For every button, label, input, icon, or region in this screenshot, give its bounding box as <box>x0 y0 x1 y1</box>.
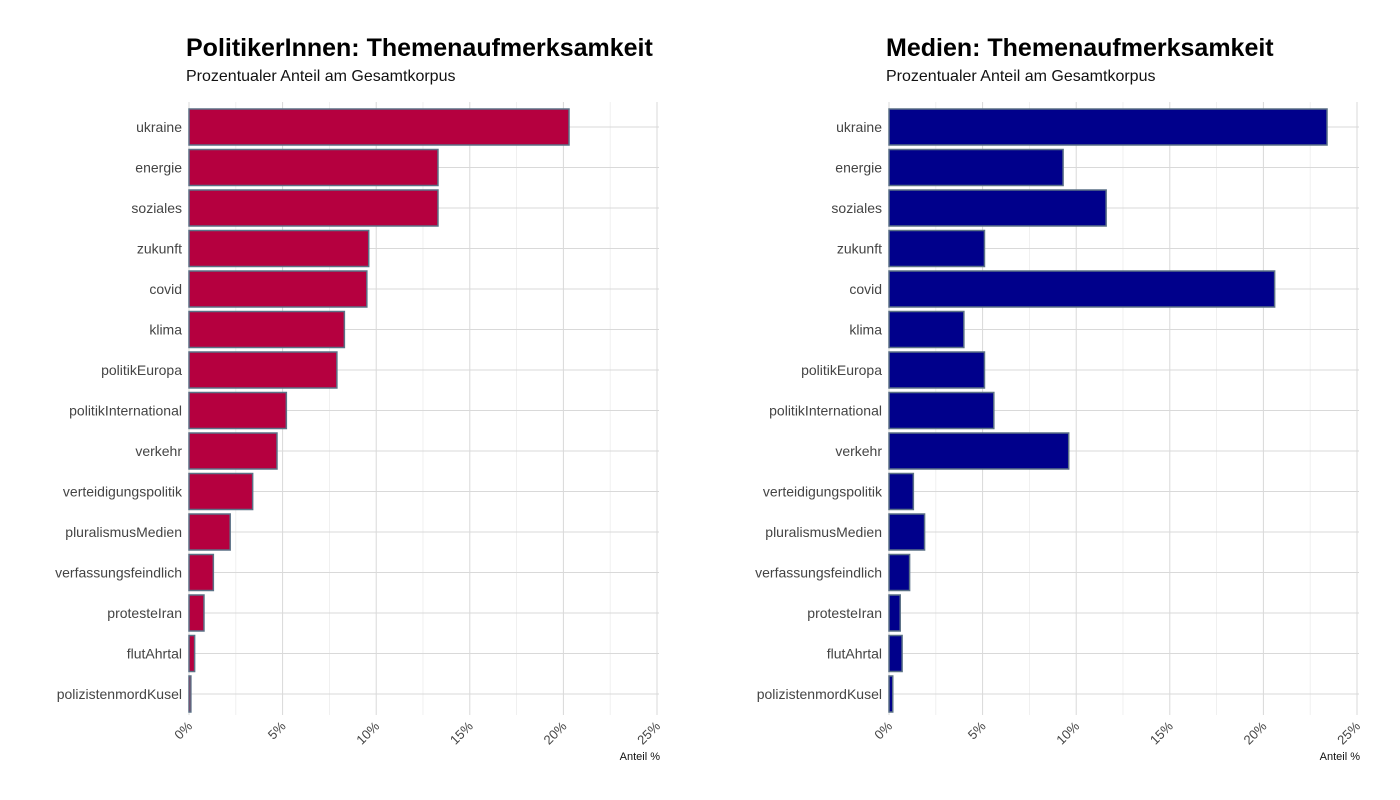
category-label: verteidigungspolitik <box>63 484 183 500</box>
bar-ukraine <box>888 108 1328 146</box>
bar-flutAhrtal <box>188 634 196 673</box>
bar-politikInternational <box>188 391 288 430</box>
bar-zukunft <box>888 229 986 268</box>
bar-soziales <box>888 189 1107 227</box>
bar-polizistenmordKusel <box>188 675 192 713</box>
bar-verkehr <box>888 432 1070 470</box>
chart-subtitle: Prozentualer Anteil am Gesamtkorpus <box>186 68 456 85</box>
chart-medien: Medien: Themenaufmerksamkeit Prozentuale… <box>700 0 1400 800</box>
bar-protesteIran <box>888 594 901 632</box>
bar-energie <box>888 148 1064 187</box>
x-tick-label: 5% <box>265 718 289 742</box>
category-label: soziales <box>131 200 182 216</box>
x-axis-label: Anteil % <box>1320 751 1361 763</box>
category-label: polizistenmordKusel <box>757 686 882 702</box>
x-tick-label: 10% <box>353 718 382 747</box>
x-tick-label: 15% <box>447 718 476 747</box>
category-label: polizistenmordKusel <box>57 686 182 702</box>
category-label: protesteIran <box>107 605 182 621</box>
category-label: flutAhrtal <box>127 646 182 662</box>
category-label: soziales <box>831 200 882 216</box>
category-label: zukunft <box>837 241 882 257</box>
bar-chart-svg: ukraine energie soziales zukunft covid klima p… <box>55 102 663 763</box>
category-label: verfassungsfeindlich <box>755 565 882 581</box>
x-tick-label: 20% <box>541 718 570 747</box>
bar-verkehr <box>188 432 278 470</box>
bar-pluralismusMedien <box>188 513 231 551</box>
category-label: protesteIran <box>807 605 882 621</box>
category-label: covid <box>149 281 182 297</box>
bar-politikEuropa <box>188 351 338 389</box>
x-tick-label: 20% <box>1241 718 1270 747</box>
x-tick-label: 25% <box>634 718 663 747</box>
bar-flutAhrtal <box>888 634 903 673</box>
category-label: ukraine <box>136 119 182 135</box>
bar-politikInternational <box>888 391 995 430</box>
category-label: verfassungsfeindlich <box>55 565 182 581</box>
category-label: energie <box>135 160 182 176</box>
bar-pluralismusMedien <box>888 513 926 551</box>
category-label: verkehr <box>835 443 882 459</box>
category-label: zukunft <box>137 241 182 257</box>
category-label: politikInternational <box>769 403 882 419</box>
bar-verfassungsfeindlich <box>888 553 911 592</box>
bar-soziales <box>188 189 439 227</box>
x-tick-label: 0% <box>171 718 195 742</box>
x-axis-label: Anteil % <box>620 751 661 763</box>
category-label: politikInternational <box>69 403 182 419</box>
bar-protesteIran <box>188 594 205 632</box>
category-label: klima <box>149 322 182 338</box>
bar-verfassungsfeindlich <box>188 553 215 592</box>
bar-polizistenmordKusel <box>888 675 894 713</box>
bar-politikEuropa <box>888 351 986 389</box>
bar-energie <box>188 148 439 187</box>
bar-covid <box>888 270 1276 308</box>
category-label: covid <box>849 281 882 297</box>
category-label: politikEuropa <box>101 362 182 378</box>
chart-politikerinnen: PolitikerInnen: Themenaufmerksamkeit Pro… <box>55 34 663 763</box>
category-label: klima <box>849 322 882 338</box>
bar-verteidigungspolitik <box>188 472 254 511</box>
bar-covid <box>188 270 368 308</box>
bar-zukunft <box>188 229 370 268</box>
x-tick-label: 5% <box>965 718 989 742</box>
x-tick-label: 0% <box>871 718 895 742</box>
bar-chart-svg: ukraine energie soziales zukunft covid klima p… <box>755 102 1363 763</box>
bar-klima <box>888 310 965 349</box>
x-tick-label: 15% <box>1147 718 1176 747</box>
bar-ukraine <box>188 108 570 146</box>
bar-klima <box>188 310 346 349</box>
x-tick-label: 25% <box>1334 718 1363 747</box>
x-tick-label: 10% <box>1053 718 1082 747</box>
category-label: politikEuropa <box>801 362 882 378</box>
chart-title: Medien: Themenaufmerksamkeit <box>886 34 1274 62</box>
category-label: energie <box>835 160 882 176</box>
chart-title: PolitikerInnen: Themenaufmerksamkeit <box>186 34 653 62</box>
category-label: pluralismusMedien <box>65 524 182 540</box>
category-label: verkehr <box>135 443 182 459</box>
bar-verteidigungspolitik <box>888 472 915 511</box>
category-label: pluralismusMedien <box>765 524 882 540</box>
chart-subtitle: Prozentualer Anteil am Gesamtkorpus <box>886 68 1156 85</box>
category-label: verteidigungspolitik <box>763 484 883 500</box>
category-label: flutAhrtal <box>827 646 882 662</box>
category-label: ukraine <box>836 119 882 135</box>
